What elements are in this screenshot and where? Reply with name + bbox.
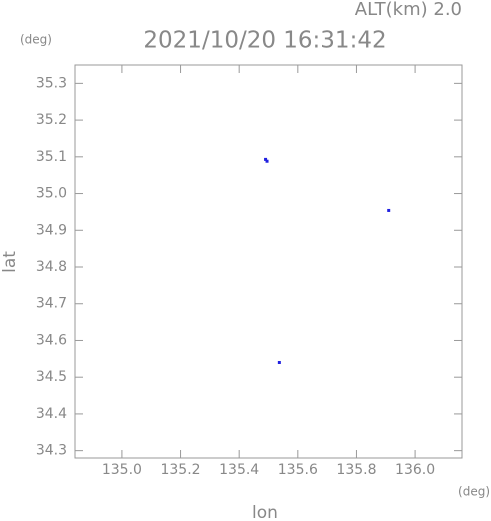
point (277, 361, 281, 365)
y-tick-label: 34.4 (36, 406, 67, 422)
x-tick-label: 135.2 (160, 462, 200, 478)
y-tick-label: 35.0 (36, 186, 67, 202)
x-tick-label: 135.4 (219, 462, 259, 478)
x-tick-label: 135.8 (336, 462, 376, 478)
point (387, 208, 391, 212)
y-tick-label: 34.6 (36, 332, 67, 348)
y-tick-label: 35.2 (36, 112, 67, 128)
y-axis-label: lat (0, 251, 20, 273)
x-tick-label: 136.0 (395, 462, 435, 478)
plot-frame (74, 64, 463, 459)
y-tick-label: 34.3 (36, 443, 67, 459)
x-axis-label: lon (252, 503, 278, 521)
y-tick-label: 35.1 (36, 149, 67, 165)
y-tick-label: 34.9 (36, 222, 67, 238)
subtitle: ALT(km) 2.0 (355, 0, 462, 20)
y-tick-label: 34.8 (36, 259, 67, 275)
chart-title: 2021/10/20 16:31:42 (143, 28, 386, 54)
x-tick-label: 135.6 (278, 462, 318, 478)
point (264, 157, 268, 161)
point (265, 159, 269, 163)
y-tick-label: 34.5 (36, 369, 67, 385)
y-tick-label: 35.3 (36, 75, 67, 91)
y-tick-label: 34.7 (36, 296, 67, 312)
x-unit: (deg) (458, 485, 490, 499)
x-tick-label: 135.0 (102, 462, 142, 478)
y-unit: (deg) (20, 33, 52, 47)
